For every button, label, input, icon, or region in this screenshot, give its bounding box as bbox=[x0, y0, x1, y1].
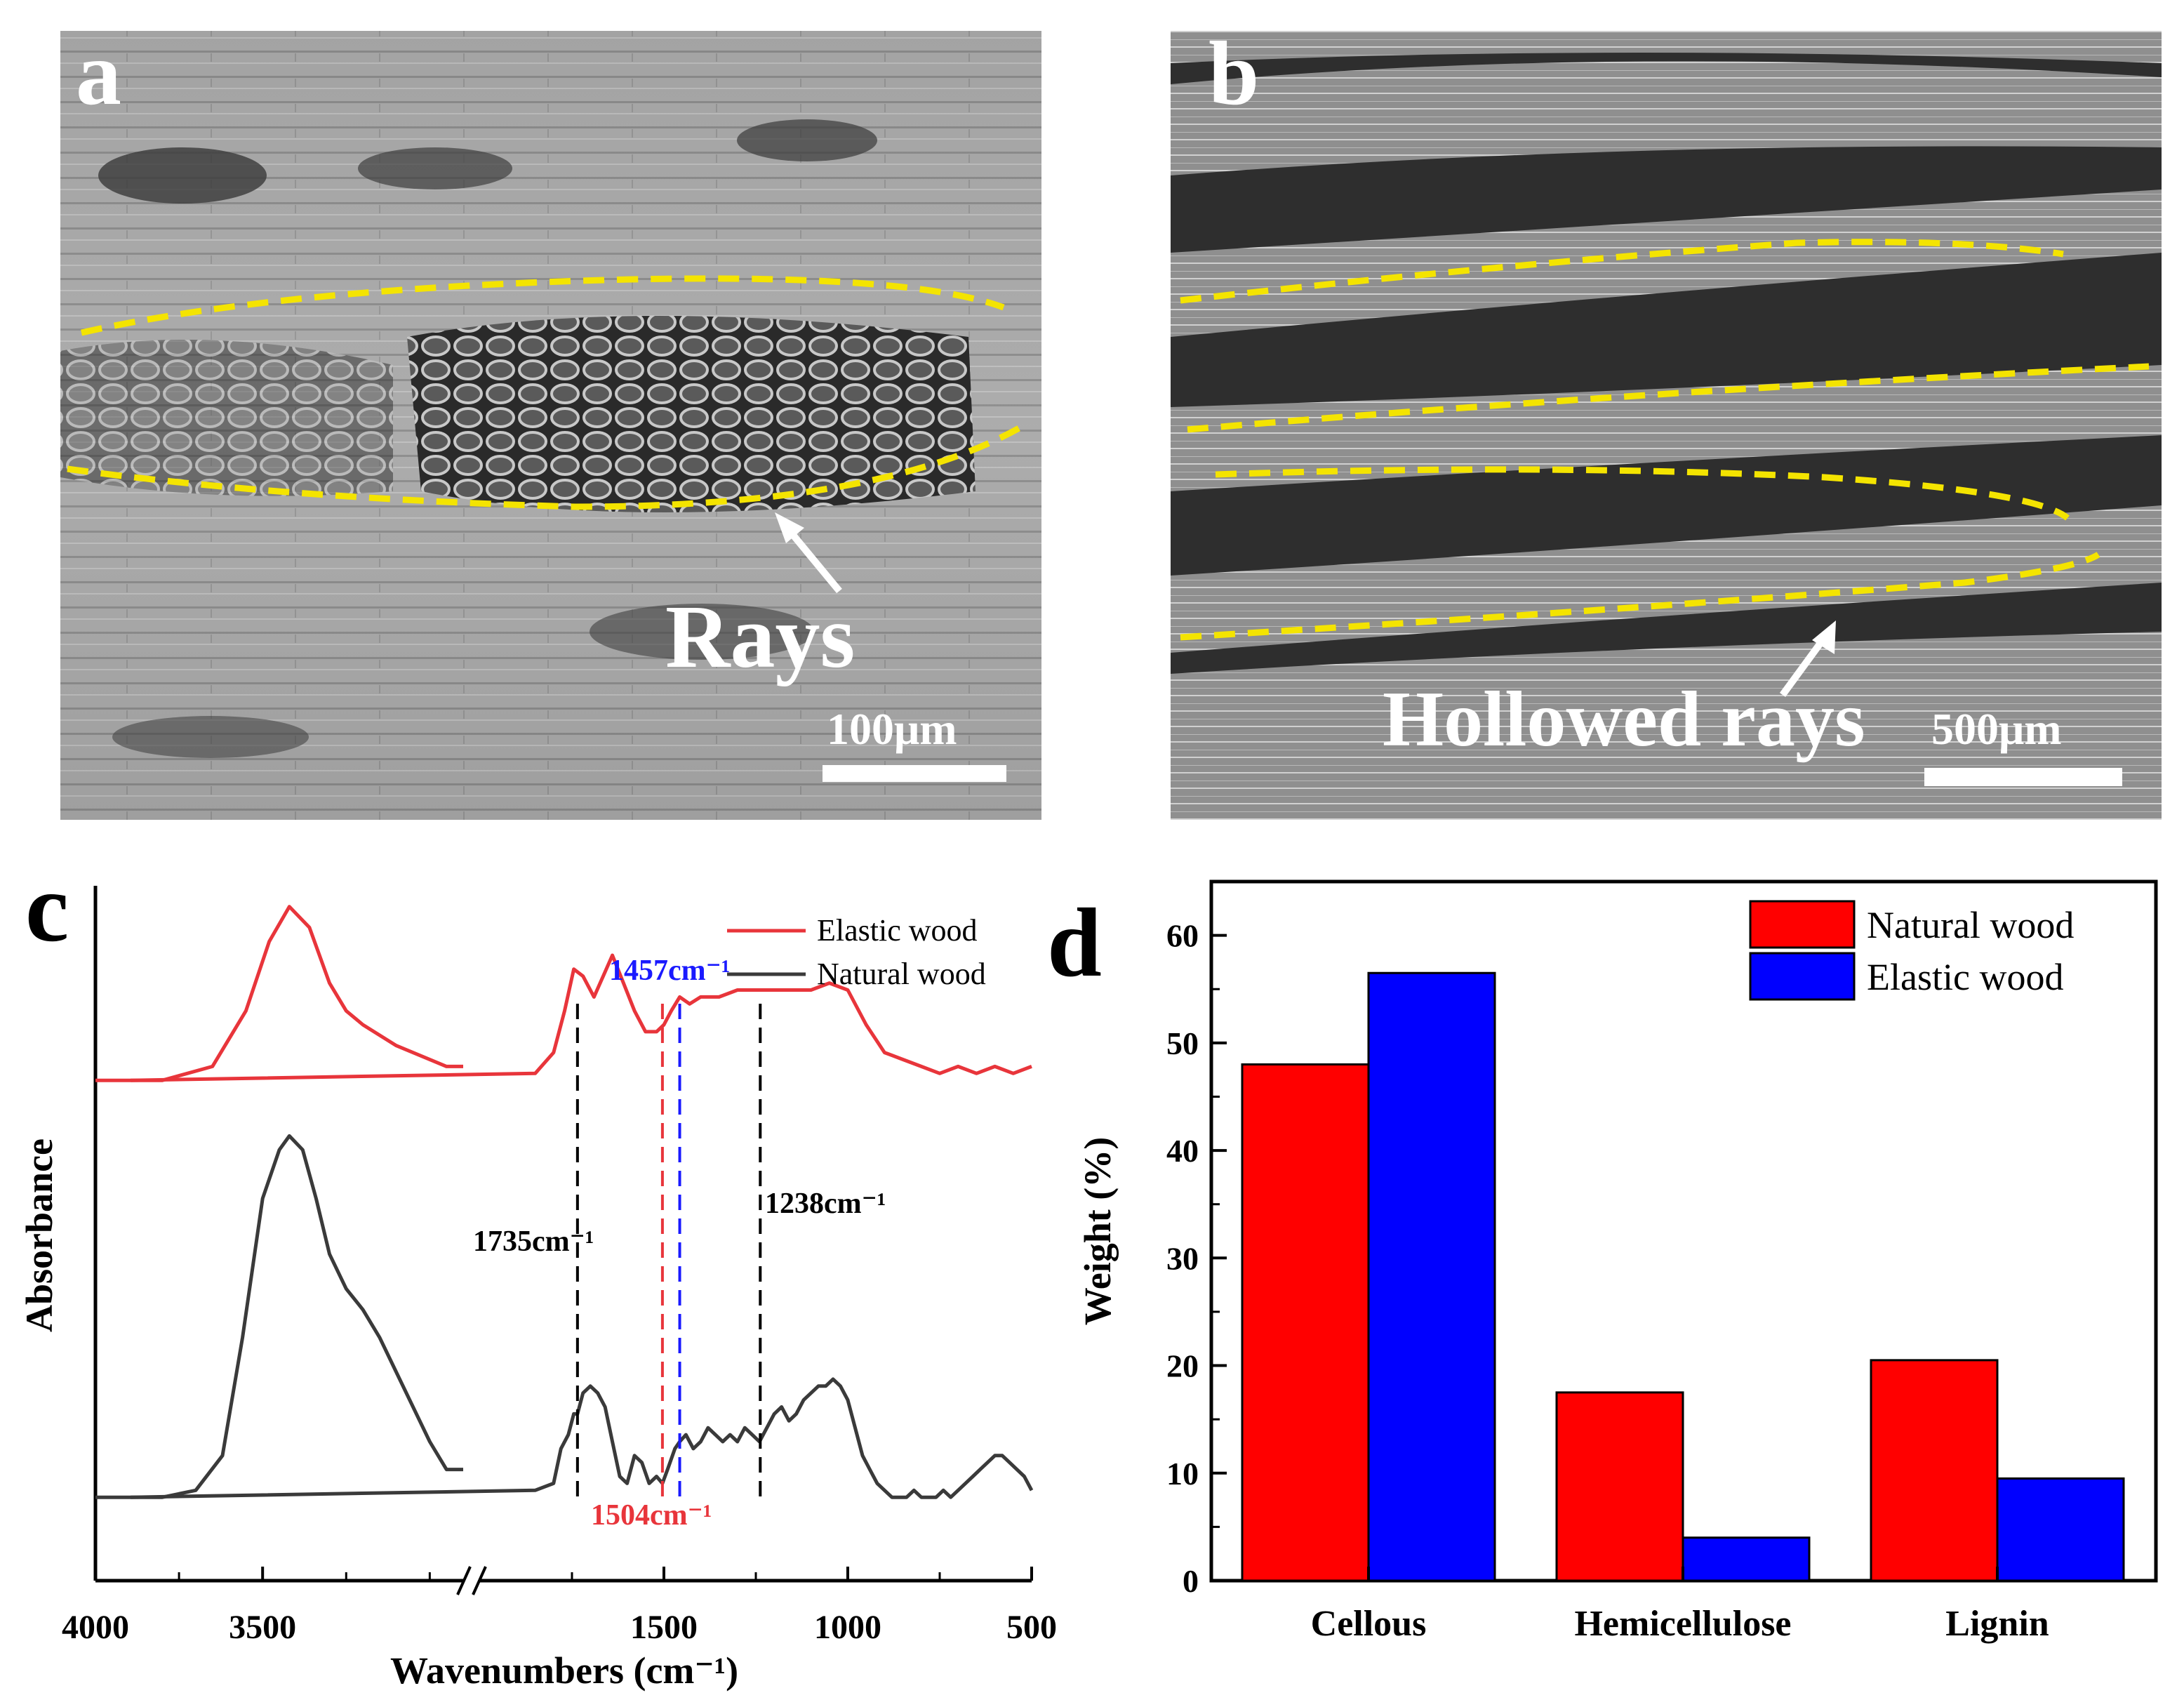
y-tick-label: 0 bbox=[1183, 1563, 1199, 1599]
panel-label-c: c bbox=[25, 854, 69, 962]
hollowed-rays-annotation: Hollowed rays bbox=[1383, 676, 1865, 763]
x-tick-group: 4000 3500 1500 1000 500 bbox=[62, 1567, 1057, 1646]
x-tick-label: 1500 bbox=[630, 1609, 698, 1646]
arrow-icon bbox=[1779, 635, 1828, 697]
series-line-elastic-hydroxyl bbox=[95, 905, 463, 1082]
scale-bar-label-a: 100μm bbox=[827, 704, 957, 754]
legend-label-natural: Natural wood bbox=[1867, 904, 2074, 946]
panel-d-bar-chart: d 0 10 20 30 40 50 60 Cellous Hemicellulose Lign… bbox=[1047, 879, 2158, 1644]
y-tick-label: 60 bbox=[1166, 918, 1199, 954]
peak-label-1735: 1735cm⁻¹ bbox=[473, 1226, 594, 1258]
panel-label-a: a bbox=[76, 23, 121, 124]
bar-elastic-cellous bbox=[1367, 971, 1496, 1582]
bar-natural-cellous bbox=[1241, 1063, 1370, 1582]
ray-outline-bottom bbox=[67, 425, 1021, 510]
category-label: Cellous bbox=[1311, 1604, 1427, 1644]
panel-c-ftir-chart: c 4000 3500 1500 1000 500 Absorbance Wavenum… bbox=[18, 854, 1057, 1692]
legend-label-elastic: Elastic wood bbox=[817, 913, 978, 948]
rays-annotation: Rays bbox=[665, 587, 855, 686]
peak-label-1504: 1504cm⁻¹ bbox=[591, 1499, 712, 1532]
arrow-icon bbox=[783, 524, 842, 594]
legend: Elastic wood Natural wood bbox=[727, 913, 986, 991]
x-tick-label: 3500 bbox=[229, 1609, 296, 1646]
category-label: Hemicellulose bbox=[1574, 1604, 1791, 1644]
y-axis-title: Weight (%) bbox=[1077, 1137, 1119, 1325]
x-tick-label: 4000 bbox=[62, 1609, 129, 1646]
series-line-elastic-fingerprint bbox=[131, 953, 1032, 1082]
panel-label-b: b bbox=[1208, 23, 1259, 124]
x-tick-label: 1000 bbox=[814, 1609, 881, 1646]
scale-bar-label-b: 500μm bbox=[1931, 704, 2062, 754]
peak-label-1238: 1238cm⁻¹ bbox=[765, 1188, 886, 1220]
bar-elastic-lignin bbox=[1996, 1477, 2125, 1582]
panel-b-micrograph: b Hollowed rays 500μm bbox=[1171, 23, 2162, 820]
reference-lines bbox=[575, 1004, 762, 1502]
bar-group bbox=[1241, 971, 2125, 1582]
series-group bbox=[95, 905, 1034, 1499]
ray-outline-top bbox=[81, 275, 1005, 336]
scale-bar-a bbox=[823, 765, 1006, 782]
legend-swatch-elastic bbox=[1749, 952, 1856, 1001]
panel-a-micrograph: a Rays 100μm bbox=[60, 23, 1041, 820]
scale-bar-b bbox=[1924, 768, 2122, 786]
bar-elastic-hemicellulose bbox=[1682, 1536, 1811, 1582]
category-labels: Cellous Hemicellulose Lignin bbox=[1311, 1567, 2049, 1644]
bar-natural-lignin bbox=[1870, 1359, 1999, 1582]
legend-label-elastic: Elastic wood bbox=[1867, 956, 2063, 998]
y-tick-label: 50 bbox=[1166, 1025, 1199, 1061]
y-tick-label: 20 bbox=[1166, 1348, 1199, 1384]
y-tick-group: 0 10 20 30 40 50 60 bbox=[1166, 880, 1227, 1599]
bar-natural-hemicellulose bbox=[1555, 1391, 1684, 1582]
axis-break-mark bbox=[456, 1566, 472, 1595]
peak-label-1457: 1457cm⁻¹ bbox=[609, 955, 730, 987]
series-line-natural-fingerprint bbox=[131, 1377, 1034, 1499]
legend-swatch-natural bbox=[1749, 900, 1856, 949]
ray-cells bbox=[407, 316, 976, 512]
y-tick-label: 30 bbox=[1166, 1240, 1199, 1276]
panel-label-d: d bbox=[1047, 889, 1102, 997]
x-axis-title: Wavenumbers (cm⁻¹) bbox=[390, 1649, 738, 1692]
legend-label-natural: Natural wood bbox=[817, 957, 986, 991]
y-tick-label: 10 bbox=[1166, 1456, 1199, 1492]
series-line-natural-hydroxyl bbox=[95, 1134, 463, 1499]
x-tick-label: 500 bbox=[1006, 1609, 1057, 1646]
y-axis-title: Absorbance bbox=[18, 1138, 60, 1332]
y-tick-label: 40 bbox=[1166, 1133, 1199, 1169]
legend: Natural wood Elastic wood bbox=[1749, 900, 2074, 1001]
category-label: Lignin bbox=[1945, 1604, 2049, 1644]
